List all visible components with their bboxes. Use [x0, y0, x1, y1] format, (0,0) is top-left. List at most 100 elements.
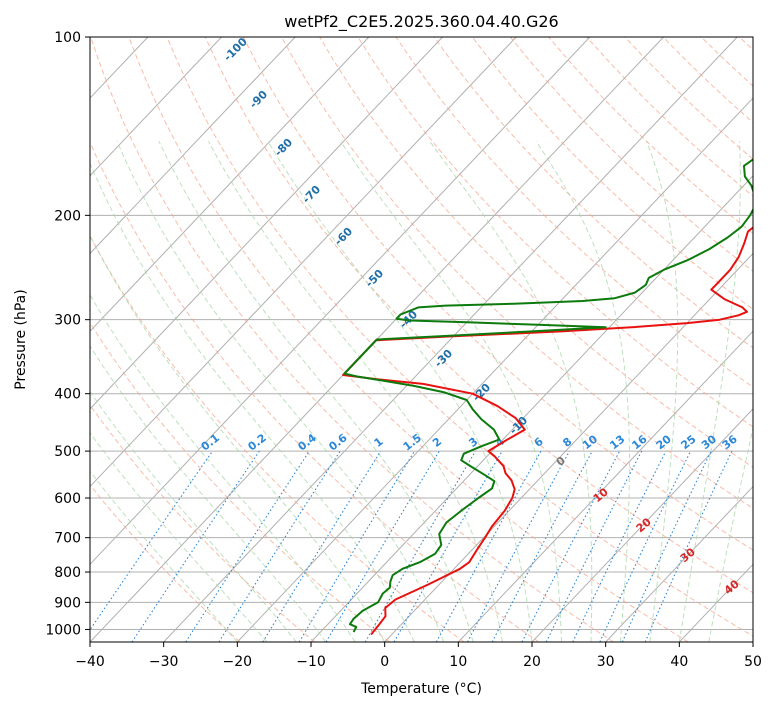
moist-adiabat	[267, 141, 533, 642]
isotherm-line	[310, 175, 753, 642]
mixing-ratio-label: 0.1	[199, 431, 222, 453]
mixing-ratio-line	[393, 450, 503, 642]
mixing-ratio-label: 16	[629, 432, 649, 452]
dry-adiabat-label: -100	[221, 35, 250, 64]
mixing-ratio-label: 20	[654, 432, 674, 452]
dry-adiabat	[395, 37, 753, 388]
dry-adiabat	[90, 235, 465, 642]
mixing-ratio-line	[131, 450, 260, 642]
dry-adiabat	[624, 37, 753, 160]
isotherm-line	[236, 97, 753, 642]
dry-adiabat	[700, 37, 753, 87]
dry-adiabat	[204, 37, 753, 594]
moist-adiabat	[116, 141, 445, 642]
isotherm-line	[752, 641, 753, 642]
isotherm-line	[90, 37, 591, 566]
dry-adiabat-label: -30	[432, 347, 455, 370]
mixing-ratio-line	[325, 450, 440, 642]
dry-adiabat-label: -50	[363, 267, 386, 290]
dry-adiabat	[90, 37, 614, 642]
moist-adiabat	[646, 141, 679, 642]
mixing-ratio-line	[467, 450, 570, 642]
isotherm-line	[90, 37, 222, 177]
y-tick-label: 200	[54, 208, 81, 224]
x-tick-label: −40	[75, 654, 105, 670]
isotherm-line	[0, 37, 74, 642]
isotherm-line	[457, 330, 753, 642]
mixing-ratio-label: 0.6	[326, 431, 350, 453]
dry-adiabat	[586, 37, 753, 197]
y-tick-label: 100	[54, 30, 81, 46]
moist-adiabat	[429, 141, 593, 642]
isotherm-line	[90, 37, 443, 410]
y-tick-label: 500	[54, 444, 81, 460]
temperature-profile-line	[342, 226, 753, 636]
mixing-ratio-label: 0.4	[296, 431, 320, 453]
dry-adiabat	[90, 484, 241, 642]
y-tick-label: 1000	[45, 622, 81, 638]
moist-adiabat	[708, 425, 753, 642]
mixing-ratio-line	[364, 450, 476, 642]
isotherm-line	[0, 37, 1, 642]
mixing-ratio-label: 25	[678, 433, 698, 453]
mixing-ratio-line	[262, 450, 382, 642]
moist-adiabat	[208, 141, 503, 642]
moist-adiabat	[90, 345, 327, 642]
dry-adiabat-label: -90	[247, 88, 270, 111]
mixing-ratio-label: 1.5	[401, 431, 424, 453]
dry-adiabat	[90, 321, 390, 642]
chart-title: wetPf2_C2E5.2025.360.04.40.G26	[284, 12, 558, 32]
x-tick-label: 40	[670, 654, 688, 670]
y-axis-title: Pressure (hPa)	[13, 289, 29, 389]
isotherm-line	[90, 37, 296, 255]
dry-adiabat	[662, 37, 753, 124]
mixing-ratio-line	[521, 450, 621, 642]
mixing-ratio-line	[644, 450, 733, 642]
dry-adiabat	[90, 404, 316, 642]
mixing-ratio-line	[435, 450, 542, 642]
isotherm-line	[163, 37, 738, 642]
mixing-ratio-label: 8	[560, 435, 574, 450]
x-axis: −40 −30 −20 −10 0 10 20 30 40 50	[75, 642, 762, 670]
x-tick-label: 10	[449, 654, 467, 670]
profile-series	[342, 158, 753, 636]
moist-adiabat	[90, 431, 268, 642]
background-lines	[0, 37, 753, 642]
moist-adiabat	[90, 390, 297, 642]
moist-adiabat	[90, 470, 238, 642]
moist-adiabat-label: 0	[554, 454, 568, 469]
dry-adiabat	[281, 37, 753, 509]
mixing-ratio-line	[298, 450, 415, 642]
y-tick-label: 300	[54, 313, 81, 329]
dry-adiabat-label: -70	[300, 183, 323, 206]
mixing-ratio-line	[572, 450, 667, 642]
dry-adiabat	[433, 37, 753, 349]
x-tick-label: 20	[523, 654, 541, 670]
mixing-ratio-label: 30	[699, 432, 719, 452]
mixing-ratio-line	[218, 450, 341, 642]
mixing-ratio-line	[185, 450, 310, 642]
mixing-ratio-line	[90, 450, 213, 631]
x-tick-label: −10	[296, 654, 326, 670]
y-tick-label: 800	[54, 565, 81, 581]
dry-adiabat-label: -80	[272, 136, 295, 159]
moist-adiabat	[90, 234, 386, 642]
dry-adiabat	[90, 140, 540, 642]
x-tick-label: −20	[223, 654, 253, 670]
x-tick-label: 0	[380, 654, 389, 670]
dry-adiabat	[166, 37, 753, 637]
dry-adiabat-label: -20	[470, 381, 493, 404]
isotherm-line	[90, 37, 517, 488]
isotherm-line	[384, 252, 753, 642]
y-axis: 100 200 300 400 500 600 700 800 900 1000	[45, 30, 90, 638]
moist-adiabat	[678, 141, 741, 642]
mixing-ratio-label: 36	[720, 432, 740, 452]
dry-adiabat	[510, 37, 753, 272]
dry-adiabat	[471, 37, 753, 310]
mixing-ratio-label: 2	[430, 435, 444, 450]
moist-adiabat-label: 10	[591, 485, 611, 505]
dry-adiabat	[128, 37, 689, 642]
x-tick-label: 50	[744, 654, 762, 670]
